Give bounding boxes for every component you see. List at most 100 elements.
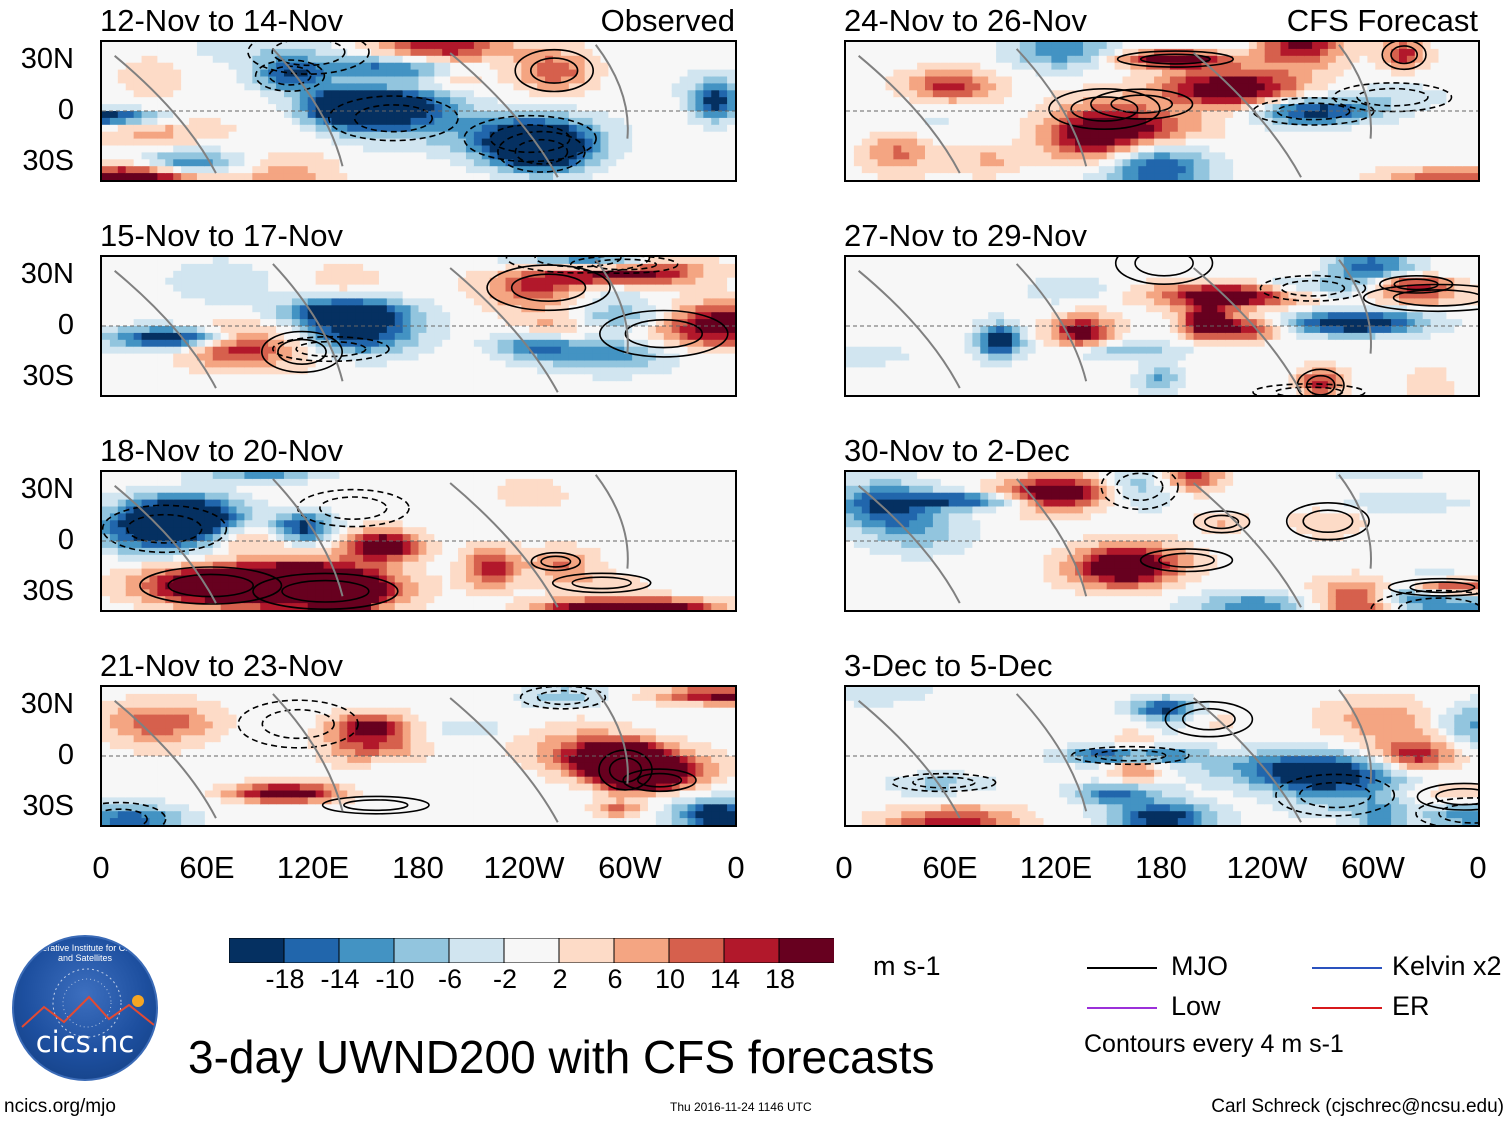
heatmap-cell <box>434 305 443 313</box>
heatmap-cell <box>695 42 704 50</box>
heatmap-cell <box>307 298 317 306</box>
mjo-contour <box>167 573 254 598</box>
heatmap-cell <box>410 277 420 286</box>
heatmap-cell <box>529 42 538 50</box>
heatmap-cell <box>236 541 246 549</box>
heatmap-cell <box>624 159 633 167</box>
heatmap-cell <box>434 291 443 299</box>
heatmap-cell <box>394 263 404 272</box>
heatmap-cell <box>276 346 285 355</box>
heatmap-cell <box>394 117 404 126</box>
heatmap-cell <box>497 83 507 91</box>
heatmap-cell <box>505 42 515 50</box>
heatmap-cell <box>632 270 641 279</box>
heatmap-cell <box>109 312 119 320</box>
heatmap-cell <box>236 381 246 389</box>
heatmap-cell <box>125 145 135 153</box>
heatmap-cell <box>568 603 578 610</box>
heatmap-cell <box>465 554 475 563</box>
heatmap-cell <box>473 263 483 272</box>
heatmap-cell <box>244 520 253 528</box>
heatmap-cell <box>584 312 594 320</box>
heatmap-cell <box>165 76 174 84</box>
heatmap-cell <box>434 596 443 604</box>
heatmap-cell <box>347 547 356 556</box>
heatmap-cell <box>418 263 428 272</box>
heatmap-cell <box>560 124 570 133</box>
heatmap-cell <box>663 367 673 375</box>
heatmap-cell <box>212 485 222 494</box>
heatmap-cell <box>189 83 198 91</box>
heatmap-cell <box>608 513 617 521</box>
heatmap-cell <box>418 374 428 382</box>
heatmap-cell <box>663 554 673 563</box>
heatmap-cell <box>228 138 238 147</box>
heatmap-cell <box>165 381 174 389</box>
heatmap-cell <box>355 159 364 167</box>
heatmap-cell <box>600 478 609 487</box>
heatmap-cell <box>600 568 609 577</box>
heatmap-cell <box>679 499 689 508</box>
heatmap-cell <box>703 527 712 535</box>
heatmap-cell <box>703 166 712 174</box>
heatmap-cell <box>386 381 396 389</box>
heatmap-cell <box>283 173 293 180</box>
heatmap-cell <box>125 48 135 57</box>
heatmap-cell <box>616 104 625 112</box>
heatmap-cell <box>260 305 269 313</box>
heatmap-cell <box>545 596 554 604</box>
heatmap-cell <box>149 596 158 604</box>
heatmap-cell <box>584 534 594 542</box>
heatmap-cell <box>450 367 459 375</box>
heatmap-cell <box>473 284 483 293</box>
heatmap-cell <box>505 554 515 563</box>
heatmap-cell <box>291 270 301 279</box>
heatmap-cell <box>204 111 214 119</box>
heatmap-cell <box>102 714 111 723</box>
heatmap-cell <box>355 138 364 147</box>
heatmap-cell <box>505 69 515 78</box>
heatmap-cell <box>157 541 166 549</box>
heatmap-cell <box>260 381 269 389</box>
heatmap-cell <box>260 104 269 112</box>
heatmap-cell <box>529 104 538 112</box>
heatmap-cell <box>204 360 214 368</box>
heatmap-cell <box>608 270 617 279</box>
heatmap-cell <box>331 339 340 348</box>
heatmap-cell <box>632 478 641 487</box>
heatmap-cell <box>584 568 594 577</box>
heatmap-cell <box>727 541 735 549</box>
heatmap-cell <box>244 62 253 71</box>
heatmap-cell <box>378 319 388 327</box>
heatmap-cell <box>679 298 689 306</box>
heatmap-cell <box>252 145 261 153</box>
heatmap-cell <box>616 485 625 494</box>
heatmap-cell <box>513 326 522 334</box>
heatmap-cell <box>497 520 507 528</box>
heatmap-cell <box>545 131 554 140</box>
heatmap-cell <box>323 42 333 50</box>
heatmap-cell <box>228 62 238 71</box>
heatmap-cell <box>489 589 499 597</box>
heatmap-cell <box>323 117 333 126</box>
heatmap-cell <box>703 374 712 382</box>
heatmap-cell <box>458 499 467 508</box>
heatmap-cell <box>426 166 435 174</box>
heatmap-cell <box>632 582 641 590</box>
heatmap-cell <box>394 48 404 57</box>
heatmap-cell <box>315 270 325 279</box>
heatmap-cell <box>592 360 602 368</box>
heatmap-cell <box>442 575 451 583</box>
heatmap-cell <box>181 131 190 140</box>
heatmap-cell <box>647 69 657 78</box>
heatmap-cell <box>283 76 293 84</box>
heatmap-cell <box>647 257 657 265</box>
heatmap-cell <box>149 339 158 348</box>
heatmap-cell <box>386 596 396 604</box>
heatmap-cell <box>418 131 428 140</box>
heatmap-cell <box>545 326 554 334</box>
heatmap-cell <box>442 159 451 167</box>
heatmap-cell <box>679 159 689 167</box>
heatmap-cell <box>537 117 546 126</box>
heatmap-cell <box>592 48 602 57</box>
